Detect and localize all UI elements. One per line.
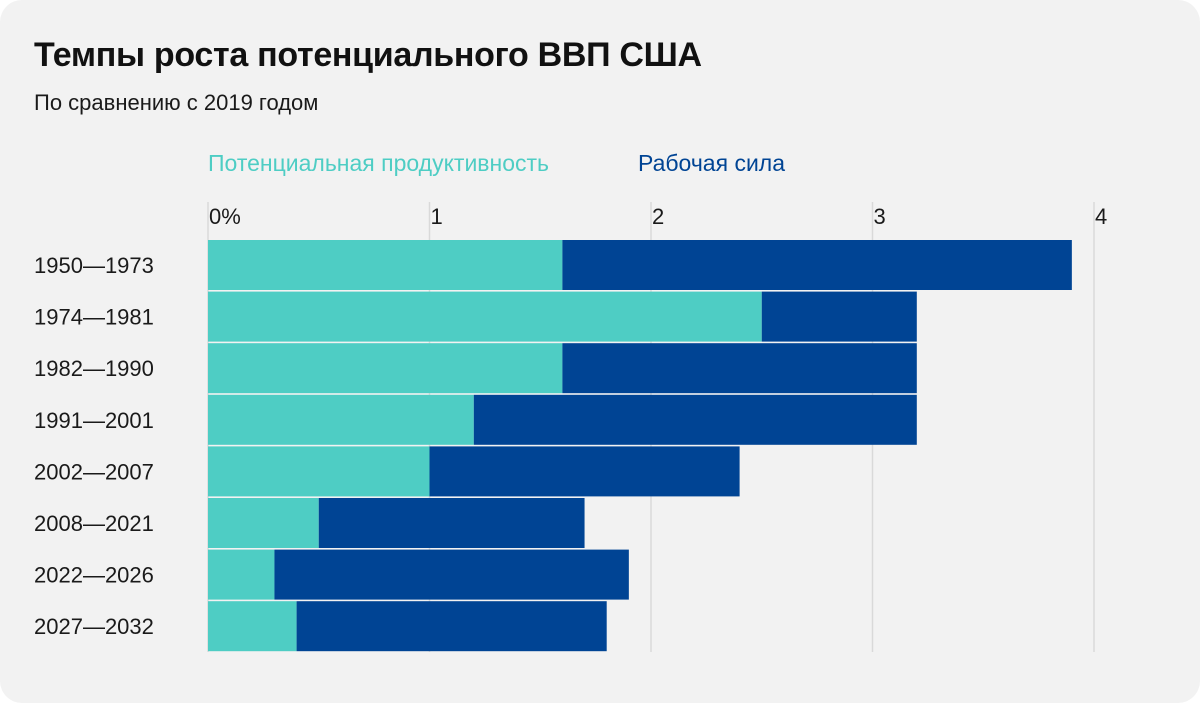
category-label: 2027—2032 bbox=[34, 614, 154, 639]
bar-labor bbox=[429, 446, 740, 497]
bar-productivity bbox=[208, 498, 319, 548]
bar-labor bbox=[562, 240, 1072, 290]
bar-productivity bbox=[208, 343, 563, 394]
bar-productivity bbox=[208, 394, 474, 445]
bar-productivity bbox=[208, 240, 563, 290]
chart-subtitle: По сравнению с 2019 годом bbox=[34, 90, 319, 115]
bar-labor bbox=[761, 291, 917, 342]
category-label: 2022—2026 bbox=[34, 563, 154, 588]
category-label: 1950—1973 bbox=[34, 253, 154, 278]
x-tick-label: 3 bbox=[874, 204, 886, 229]
legend-labor: Рабочая сила bbox=[638, 150, 786, 176]
bar-labor bbox=[473, 394, 917, 445]
bar-productivity bbox=[208, 601, 297, 652]
bar-productivity bbox=[208, 549, 275, 600]
category-label: 2002—2007 bbox=[34, 459, 154, 484]
bar-labor bbox=[562, 343, 917, 394]
category-label: 1974—1981 bbox=[34, 305, 154, 330]
category-label: 1982—1990 bbox=[34, 356, 154, 381]
bar-labor bbox=[274, 549, 629, 600]
category-label: 1991—2001 bbox=[34, 408, 154, 433]
x-tick-label: 4 bbox=[1095, 204, 1107, 229]
bar-productivity bbox=[208, 291, 762, 342]
bar-labor bbox=[318, 498, 585, 548]
category-label: 2008—2021 bbox=[34, 511, 154, 536]
x-tick-label: 2 bbox=[652, 204, 664, 229]
x-tick-label: 0% bbox=[209, 204, 241, 229]
chart-title: Темпы роста потенциального ВВП США bbox=[34, 36, 702, 74]
bar-productivity bbox=[208, 446, 430, 497]
legend-productivity: Потенциальная продуктивность bbox=[208, 150, 550, 176]
x-tick-label: 1 bbox=[431, 204, 443, 229]
bar-labor bbox=[296, 601, 607, 652]
